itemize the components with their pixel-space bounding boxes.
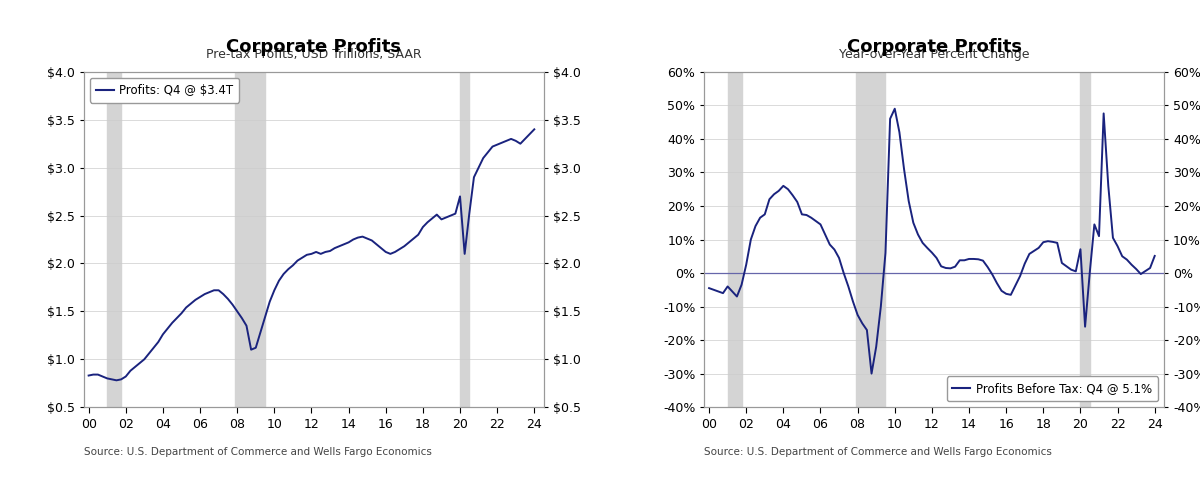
Title: Corporate Profits: Corporate Profits: [227, 38, 401, 57]
Text: Pre-tax Profits, USD Trillions, SAAR: Pre-tax Profits, USD Trillions, SAAR: [206, 48, 421, 61]
Legend: Profits: Q4 @ $3.4T: Profits: Q4 @ $3.4T: [90, 78, 240, 103]
Bar: [235, 72, 265, 407]
Text: Source: U.S. Department of Commerce and Wells Fargo Economics: Source: U.S. Department of Commerce and …: [704, 447, 1052, 457]
Bar: [107, 72, 121, 407]
Text: Year-over-Year Percent Change: Year-over-Year Percent Change: [839, 48, 1030, 61]
Legend: Profits Before Tax: Q4 @ 5.1%: Profits Before Tax: Q4 @ 5.1%: [947, 376, 1158, 401]
Text: Source: U.S. Department of Commerce and Wells Fargo Economics: Source: U.S. Department of Commerce and …: [84, 447, 432, 457]
Title: Corporate Profits: Corporate Profits: [847, 38, 1021, 57]
Bar: [460, 72, 469, 407]
Bar: [1080, 72, 1090, 407]
Bar: [727, 72, 742, 407]
Bar: [856, 72, 886, 407]
